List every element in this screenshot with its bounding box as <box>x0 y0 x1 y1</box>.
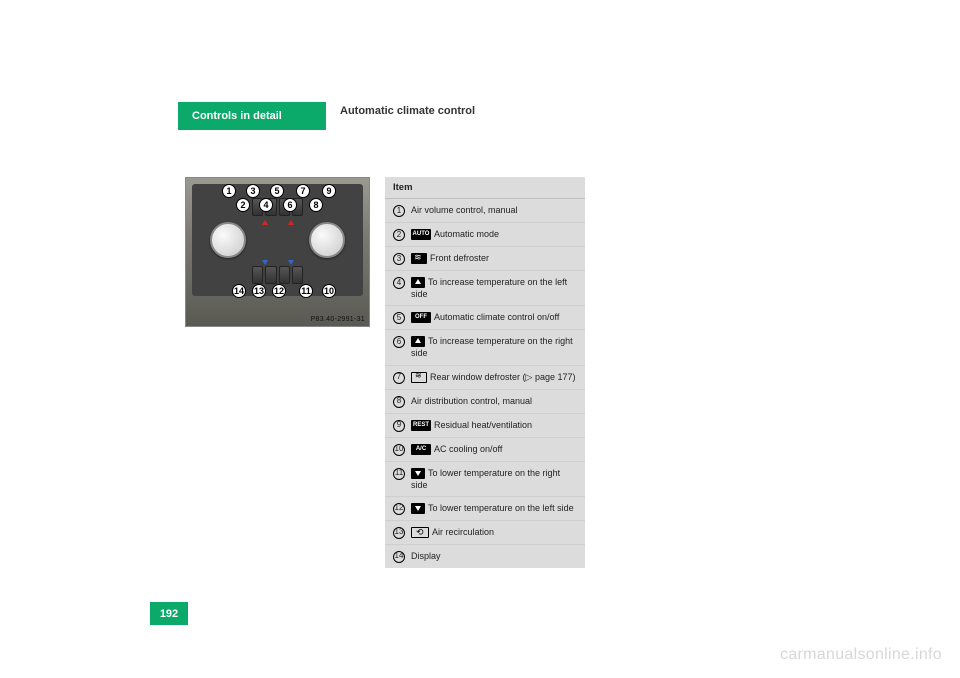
right-dial <box>309 222 345 258</box>
row-index: 12 <box>393 503 405 515</box>
callout-4: 4 <box>259 198 273 212</box>
item-legend-table: Item 1 Air volume control, manual 2 AUTOAut… <box>385 177 585 568</box>
page-number-text: 192 <box>160 608 178 620</box>
row-text: OFFAutomatic climate control on/off <box>411 311 577 323</box>
table-row: 1 Air volume control, manual <box>385 199 585 223</box>
row-index: 9 <box>393 420 405 432</box>
row-text: Air recirculation <box>411 526 577 538</box>
row-text: To increase temperature on the right sid… <box>411 335 577 359</box>
row-index: 1 <box>393 205 405 217</box>
item-table-header: Item <box>385 177 585 199</box>
row-text: Front defroster <box>411 252 577 264</box>
climate-control-diagram: 1234567891011121314 P83.40-2991-31 <box>185 177 370 327</box>
table-row: 3 Front defroster <box>385 247 585 271</box>
watermark: carmanualsonline.info <box>780 646 942 664</box>
ac-icon: A/C <box>411 444 431 455</box>
table-row: 2 AUTOAutomatic mode <box>385 223 585 247</box>
row-index: 13 <box>393 527 405 539</box>
row-text: RESTResidual heat/ventilation <box>411 419 577 431</box>
callout-9: 9 <box>322 184 336 198</box>
callout-7: 7 <box>296 184 310 198</box>
table-row: 8 Air distribution control, manual <box>385 390 585 414</box>
table-row: 7 Rear window defroster (▷ page 177) <box>385 366 585 390</box>
row-index: 10 <box>393 444 405 456</box>
table-row: 5 OFFAutomatic climate control on/off <box>385 306 585 330</box>
callout-10: 10 <box>322 284 336 298</box>
row-index: 14 <box>393 551 405 563</box>
temp-up-icon <box>411 336 425 347</box>
row-index: 7 <box>393 372 405 384</box>
diagram-panel <box>192 184 363 296</box>
row-index: 8 <box>393 396 405 408</box>
row-index: 11 <box>393 468 405 480</box>
callout-2: 2 <box>236 198 250 212</box>
table-row: 12 To lower temperature on the left side <box>385 497 585 521</box>
table-row: 4 To increase temperature on the left sid… <box>385 271 585 306</box>
row-index: 5 <box>393 312 405 324</box>
table-row: 11 To lower temperature on the right side <box>385 462 585 497</box>
manual-page: Controls in detail Automatic climate con… <box>150 85 810 625</box>
callout-6: 6 <box>283 198 297 212</box>
section-header: Controls in detail <box>178 102 326 130</box>
section-subtitle: Automatic climate control <box>340 105 475 117</box>
table-row: 10 A/CAC cooling on/off <box>385 438 585 462</box>
row-index: 4 <box>393 277 405 289</box>
row-text: To lower temperature on the right side <box>411 467 577 491</box>
callout-14: 14 <box>232 284 246 298</box>
off-icon: OFF <box>411 312 431 323</box>
callout-8: 8 <box>309 198 323 212</box>
table-row: 13 Air recirculation <box>385 521 585 545</box>
callout-13: 13 <box>252 284 266 298</box>
row-index: 2 <box>393 229 405 241</box>
row-text: To lower temperature on the left side <box>411 502 577 514</box>
section-header-text: Controls in detail <box>192 110 282 122</box>
rest-icon: REST <box>411 420 431 431</box>
row-index: 6 <box>393 336 405 348</box>
auto-icon: AUTO <box>411 229 431 240</box>
row-text: AUTOAutomatic mode <box>411 228 577 240</box>
bottom-button-row <box>252 266 303 284</box>
left-dial <box>210 222 246 258</box>
rear-defrost-icon <box>411 372 427 383</box>
temp-down-icon <box>411 468 425 479</box>
callout-3: 3 <box>246 184 260 198</box>
row-text: Air distribution control, manual <box>411 395 577 407</box>
temp-down-icon <box>411 503 425 514</box>
callout-1: 1 <box>222 184 236 198</box>
page-number: 192 <box>150 602 188 625</box>
row-text: A/CAC cooling on/off <box>411 443 577 455</box>
table-row: 6 To increase temperature on the right si… <box>385 330 585 365</box>
diagram-caption: P83.40-2991-31 <box>311 316 365 323</box>
table-row: 14 Display <box>385 545 585 568</box>
row-text: To increase temperature on the left side <box>411 276 577 300</box>
callout-5: 5 <box>270 184 284 198</box>
callout-12: 12 <box>272 284 286 298</box>
row-text: Display <box>411 550 577 562</box>
defrost-icon <box>411 253 427 264</box>
table-row: 9 RESTResidual heat/ventilation <box>385 414 585 438</box>
row-text: Rear window defroster (▷ page 177) <box>411 371 577 383</box>
recirc-icon <box>411 527 429 538</box>
callout-11: 11 <box>299 284 313 298</box>
row-text: Air volume control, manual <box>411 204 577 216</box>
row-index: 3 <box>393 253 405 265</box>
temp-up-icon <box>411 277 425 288</box>
